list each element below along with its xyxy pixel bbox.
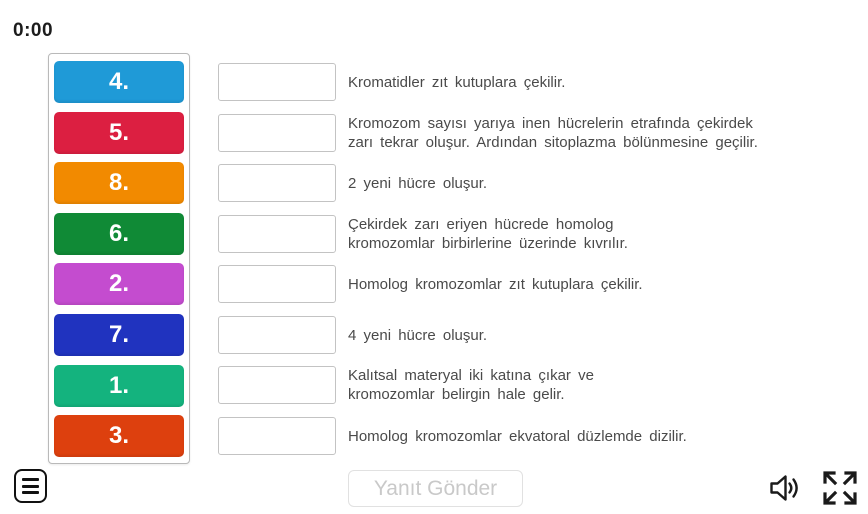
statement-text: Homolog kromozomlar zıt kutuplara çekili… [348, 275, 643, 293]
number-tile-7[interactable]: 7. [54, 313, 184, 356]
expand-arrows-icon [823, 471, 857, 505]
number-tiles-panel: 4. 5. 8. 6. 2. 7. 1. 3. [48, 53, 190, 464]
answer-row: Kalıtsal materyal iki katına çıkar ve kr… [218, 366, 594, 404]
answer-drop-box[interactable] [218, 114, 336, 152]
number-tile-2[interactable]: 2. [54, 263, 184, 306]
answer-drop-box[interactable] [218, 164, 336, 202]
statement-text: Çekirdek zarı eriyen hücrede homolog kro… [348, 216, 628, 252]
answer-row: Çekirdek zarı eriyen hücrede homolog kro… [218, 215, 628, 253]
answer-row: Kromatidler zıt kutuplara çekilir. [218, 63, 565, 101]
answer-row: 4 yeni hücre oluşur. [218, 316, 487, 354]
timer: 0:00 [13, 20, 54, 41]
answer-row: 2 yeni hücre oluşur. [218, 164, 487, 202]
statement-text: 4 yeni hücre oluşur. [348, 326, 488, 344]
number-tile-6[interactable]: 6. [54, 212, 184, 255]
answer-drop-box[interactable] [218, 366, 336, 404]
sound-button[interactable] [768, 472, 802, 504]
statement-text: Kromatidler zıt kutuplara çekilir. [348, 73, 566, 91]
statement-text: Homolog kromozomlar ekvatoral düzlemde d… [348, 427, 687, 445]
answer-row: Homolog kromozomlar zıt kutuplara çekili… [218, 265, 643, 303]
answer-drop-box[interactable] [218, 265, 336, 303]
statement-text: Kalıtsal materyal iki katına çıkar ve kr… [348, 367, 594, 403]
fullscreen-button[interactable] [821, 469, 859, 507]
number-tile-8[interactable]: 8. [54, 162, 184, 205]
number-tile-3[interactable]: 3. [54, 415, 184, 458]
answer-drop-box[interactable] [218, 215, 336, 253]
menu-button[interactable] [14, 469, 47, 503]
answer-drop-box[interactable] [218, 316, 336, 354]
statement-text: Kromozom sayısı yarıya inen hücrelerin e… [348, 115, 758, 151]
answer-row: Kromozom sayısı yarıya inen hücrelerin e… [218, 114, 758, 152]
answer-drop-box[interactable] [218, 63, 336, 101]
number-tile-4[interactable]: 4. [54, 61, 184, 103]
answer-drop-box[interactable] [218, 417, 336, 455]
number-tile-1[interactable]: 1. [54, 364, 184, 407]
submit-answer-button[interactable]: Yanıt Gönder [348, 470, 523, 507]
statement-text: 2 yeni hücre oluşur. [348, 174, 488, 192]
speaker-icon [770, 475, 798, 501]
answer-row: Homolog kromozomlar ekvatoral düzlemde d… [218, 417, 687, 455]
number-tile-5[interactable]: 5. [54, 111, 184, 154]
